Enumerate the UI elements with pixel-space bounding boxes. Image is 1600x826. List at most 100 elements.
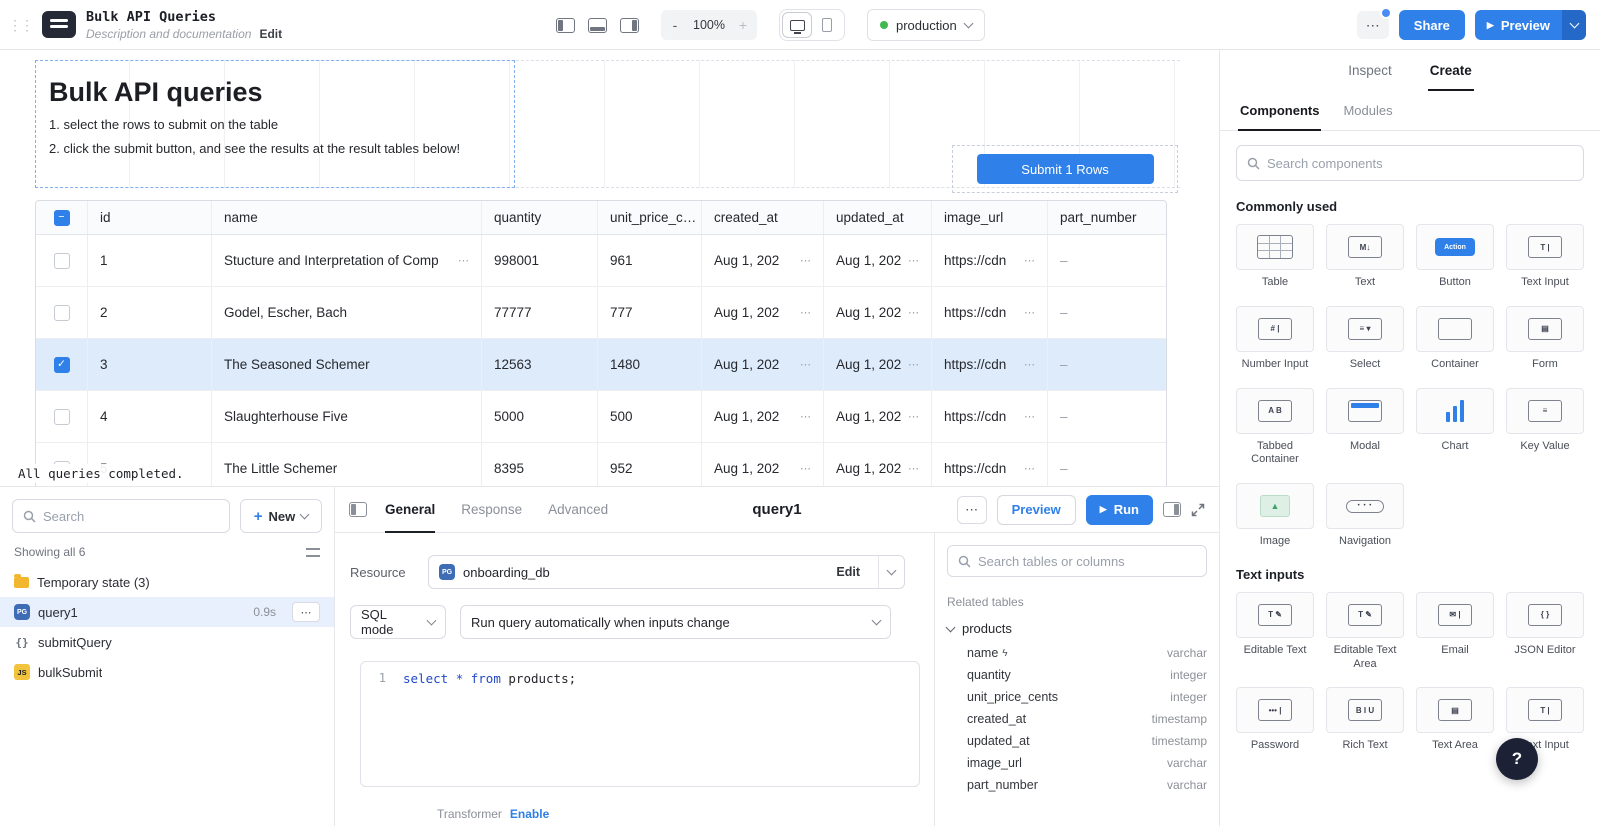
cell-expand-button[interactable]: ⋯ — [800, 255, 811, 267]
table-row[interactable]: ✓ 3 The Seasoned Schemer 12563 1480 Aug 1, 20… — [36, 339, 1166, 391]
component-card-email[interactable]: ✉ | Email — [1416, 591, 1494, 672]
preview-button[interactable]: ▶ Preview — [1474, 10, 1562, 40]
column-header-image-url[interactable]: image_url — [932, 201, 1048, 234]
run-behavior-select[interactable]: Run query automatically when inputs chan… — [460, 605, 891, 639]
header-container[interactable]: Bulk API queries 1. select the rows to s… — [35, 60, 515, 188]
cell-expand-button[interactable]: ⋯ — [800, 411, 811, 423]
component-card-editable-text[interactable]: T ✎ Editable Text — [1236, 591, 1314, 672]
table-row[interactable]: 2 Godel, Escher, Bach 77777 777 Aug 1, 202 ⋯ A… — [36, 287, 1166, 339]
component-card-text-input[interactable]: T | Text Input — [1506, 224, 1584, 290]
expand-icon[interactable] — [1191, 503, 1205, 517]
column-header-name[interactable]: name — [212, 201, 482, 234]
component-card-text-input[interactable]: T | Text Input — [1506, 687, 1584, 753]
cell-expand-button[interactable]: ⋯ — [908, 411, 919, 423]
tab-components[interactable]: Components — [1237, 91, 1322, 131]
component-card-image[interactable]: ▲ Image — [1236, 483, 1314, 549]
component-card-editable-text-area[interactable]: T ✎ Editable Text Area — [1326, 591, 1404, 672]
submit-rows-button[interactable]: Submit 1 Rows — [976, 154, 1154, 184]
cell-expand-button[interactable]: ⋯ — [458, 255, 469, 267]
column-header-part-number[interactable]: part_number — [1060, 210, 1137, 225]
component-card-json-editor[interactable]: { } JSON Editor — [1506, 591, 1584, 672]
tab-inspect[interactable]: Inspect — [1348, 63, 1392, 78]
tab-advanced[interactable]: Advanced — [548, 502, 609, 517]
app-canvas[interactable]: Bulk API queries 1. select the rows to s… — [0, 50, 1219, 487]
row-select-cell[interactable]: ✓ — [36, 339, 88, 390]
component-card-table[interactable]: Table — [1236, 224, 1314, 290]
row-checkbox[interactable] — [53, 252, 70, 269]
toggle-bottom-panel-icon[interactable] — [588, 17, 607, 33]
mobile-view-button[interactable] — [812, 12, 842, 38]
schema-field-image-url[interactable]: image_url varchar — [967, 756, 1207, 770]
query-search-input[interactable] — [43, 508, 219, 524]
query-list-item-query1[interactable]: PG query1 0.9s ⋯ — [0, 597, 334, 627]
schema-field-created-at[interactable]: created_at timestamp — [967, 712, 1207, 726]
share-button[interactable]: Share — [1398, 10, 1465, 40]
component-card-container[interactable]: Container — [1416, 305, 1494, 372]
toggle-schema-panel-icon[interactable] — [1163, 502, 1181, 517]
collapse-left-panel-icon[interactable] — [349, 502, 367, 517]
component-card-modal[interactable]: Modal — [1326, 387, 1404, 468]
resource-dropdown-button[interactable] — [878, 556, 904, 588]
component-search-input[interactable] — [1267, 155, 1573, 171]
desktop-view-button[interactable] — [782, 12, 812, 38]
toggle-left-panel-icon[interactable] — [556, 17, 575, 33]
filter-settings-icon[interactable] — [306, 547, 320, 557]
tab-response[interactable]: Response — [461, 502, 523, 517]
component-card-chart[interactable]: Chart — [1416, 387, 1494, 468]
component-card-navigation[interactable]: • • • Navigation — [1326, 483, 1404, 549]
query-more-options-button[interactable]: ⋯ — [956, 495, 987, 524]
select-all-cell[interactable]: − — [36, 201, 88, 234]
query-preview-button[interactable]: Preview — [996, 494, 1076, 525]
column-header-updated-at[interactable]: updated_at — [824, 201, 932, 234]
cell-expand-button[interactable]: ⋯ — [800, 463, 811, 475]
column-header-id[interactable]: id — [88, 201, 212, 234]
cell-expand-button[interactable]: ⋯ — [1024, 463, 1035, 475]
column-header-unit-price-c[interactable]: unit_price_c… — [598, 201, 702, 234]
row-select-cell[interactable] — [36, 287, 88, 338]
schema-field-part-number[interactable]: part_number varchar — [967, 778, 1207, 792]
schema-field-name[interactable]: name ϟ varchar — [967, 646, 1207, 660]
schema-field-unit-price-cents[interactable]: unit_price_cents integer — [967, 690, 1207, 704]
query-item-more-button[interactable]: ⋯ — [292, 602, 320, 622]
schema-search-input[interactable] — [978, 553, 1196, 569]
component-card-key-value[interactable]: ≡ Key Value — [1506, 387, 1584, 468]
cell-expand-button[interactable]: ⋯ — [908, 255, 919, 267]
tab-general[interactable]: General — [385, 487, 436, 533]
cell-expand-button[interactable]: ⋯ — [1024, 307, 1035, 319]
cell-expand-button[interactable]: ⋯ — [908, 359, 919, 371]
resource-edit-link[interactable]: Edit — [836, 565, 860, 579]
table-row[interactable]: 4 Slaughterhouse Five 5000 500 Aug 1, 202 ⋯ Au… — [36, 391, 1166, 443]
component-card-text[interactable]: M↓ Text — [1326, 224, 1404, 290]
transformer-enable-link[interactable]: Enable — [509, 807, 550, 821]
component-card-text-area[interactable]: ▤ Text Area — [1416, 687, 1494, 753]
column-header-created-at[interactable]: created_at — [702, 201, 824, 234]
tab-modules[interactable]: Modules — [1343, 103, 1393, 118]
component-card-number-input[interactable]: # | Number Input — [1236, 305, 1314, 372]
table-row[interactable]: 1 Stucture and Interpretation of Comp ⋯ 998… — [36, 235, 1166, 287]
component-card-password[interactable]: ••• | Password — [1236, 687, 1314, 753]
schema-table-products[interactable]: products — [945, 621, 1207, 636]
component-card-rich-text[interactable]: B I U Rich Text — [1326, 687, 1404, 753]
query-list-item-submitquery[interactable]: {} submitQuery — [0, 627, 334, 657]
cell-expand-button[interactable]: ⋯ — [1024, 411, 1035, 423]
app-logo[interactable] — [42, 11, 76, 38]
query-list-item-temporary-state-3[interactable]: Temporary state (3) — [0, 567, 334, 597]
component-card-tabbed-container[interactable]: A B Tabbed Container — [1236, 387, 1314, 468]
sql-code-editor[interactable]: 1 select * from products; — [360, 661, 920, 787]
schema-field-quantity[interactable]: quantity integer — [967, 668, 1207, 682]
query-run-button[interactable]: ▶ Run — [1085, 494, 1153, 525]
component-card-button[interactable]: Action Button — [1416, 224, 1494, 290]
cell-expand-button[interactable]: ⋯ — [800, 307, 811, 319]
zoom-in-button[interactable]: + — [738, 17, 748, 33]
cell-expand-button[interactable]: ⋯ — [908, 307, 919, 319]
query-mode-select[interactable]: SQL mode — [350, 605, 446, 639]
preview-dropdown-button[interactable] — [1562, 10, 1586, 40]
new-query-button[interactable]: + New — [240, 499, 322, 533]
component-card-form[interactable]: ▤ Form — [1506, 305, 1584, 372]
column-header-quantity[interactable]: quantity — [482, 201, 598, 234]
cell-expand-button[interactable]: ⋯ — [908, 463, 919, 475]
cell-expand-button[interactable]: ⋯ — [1024, 255, 1035, 267]
code-line[interactable]: select * from products; — [395, 662, 576, 786]
row-checkbox[interactable] — [53, 304, 70, 321]
